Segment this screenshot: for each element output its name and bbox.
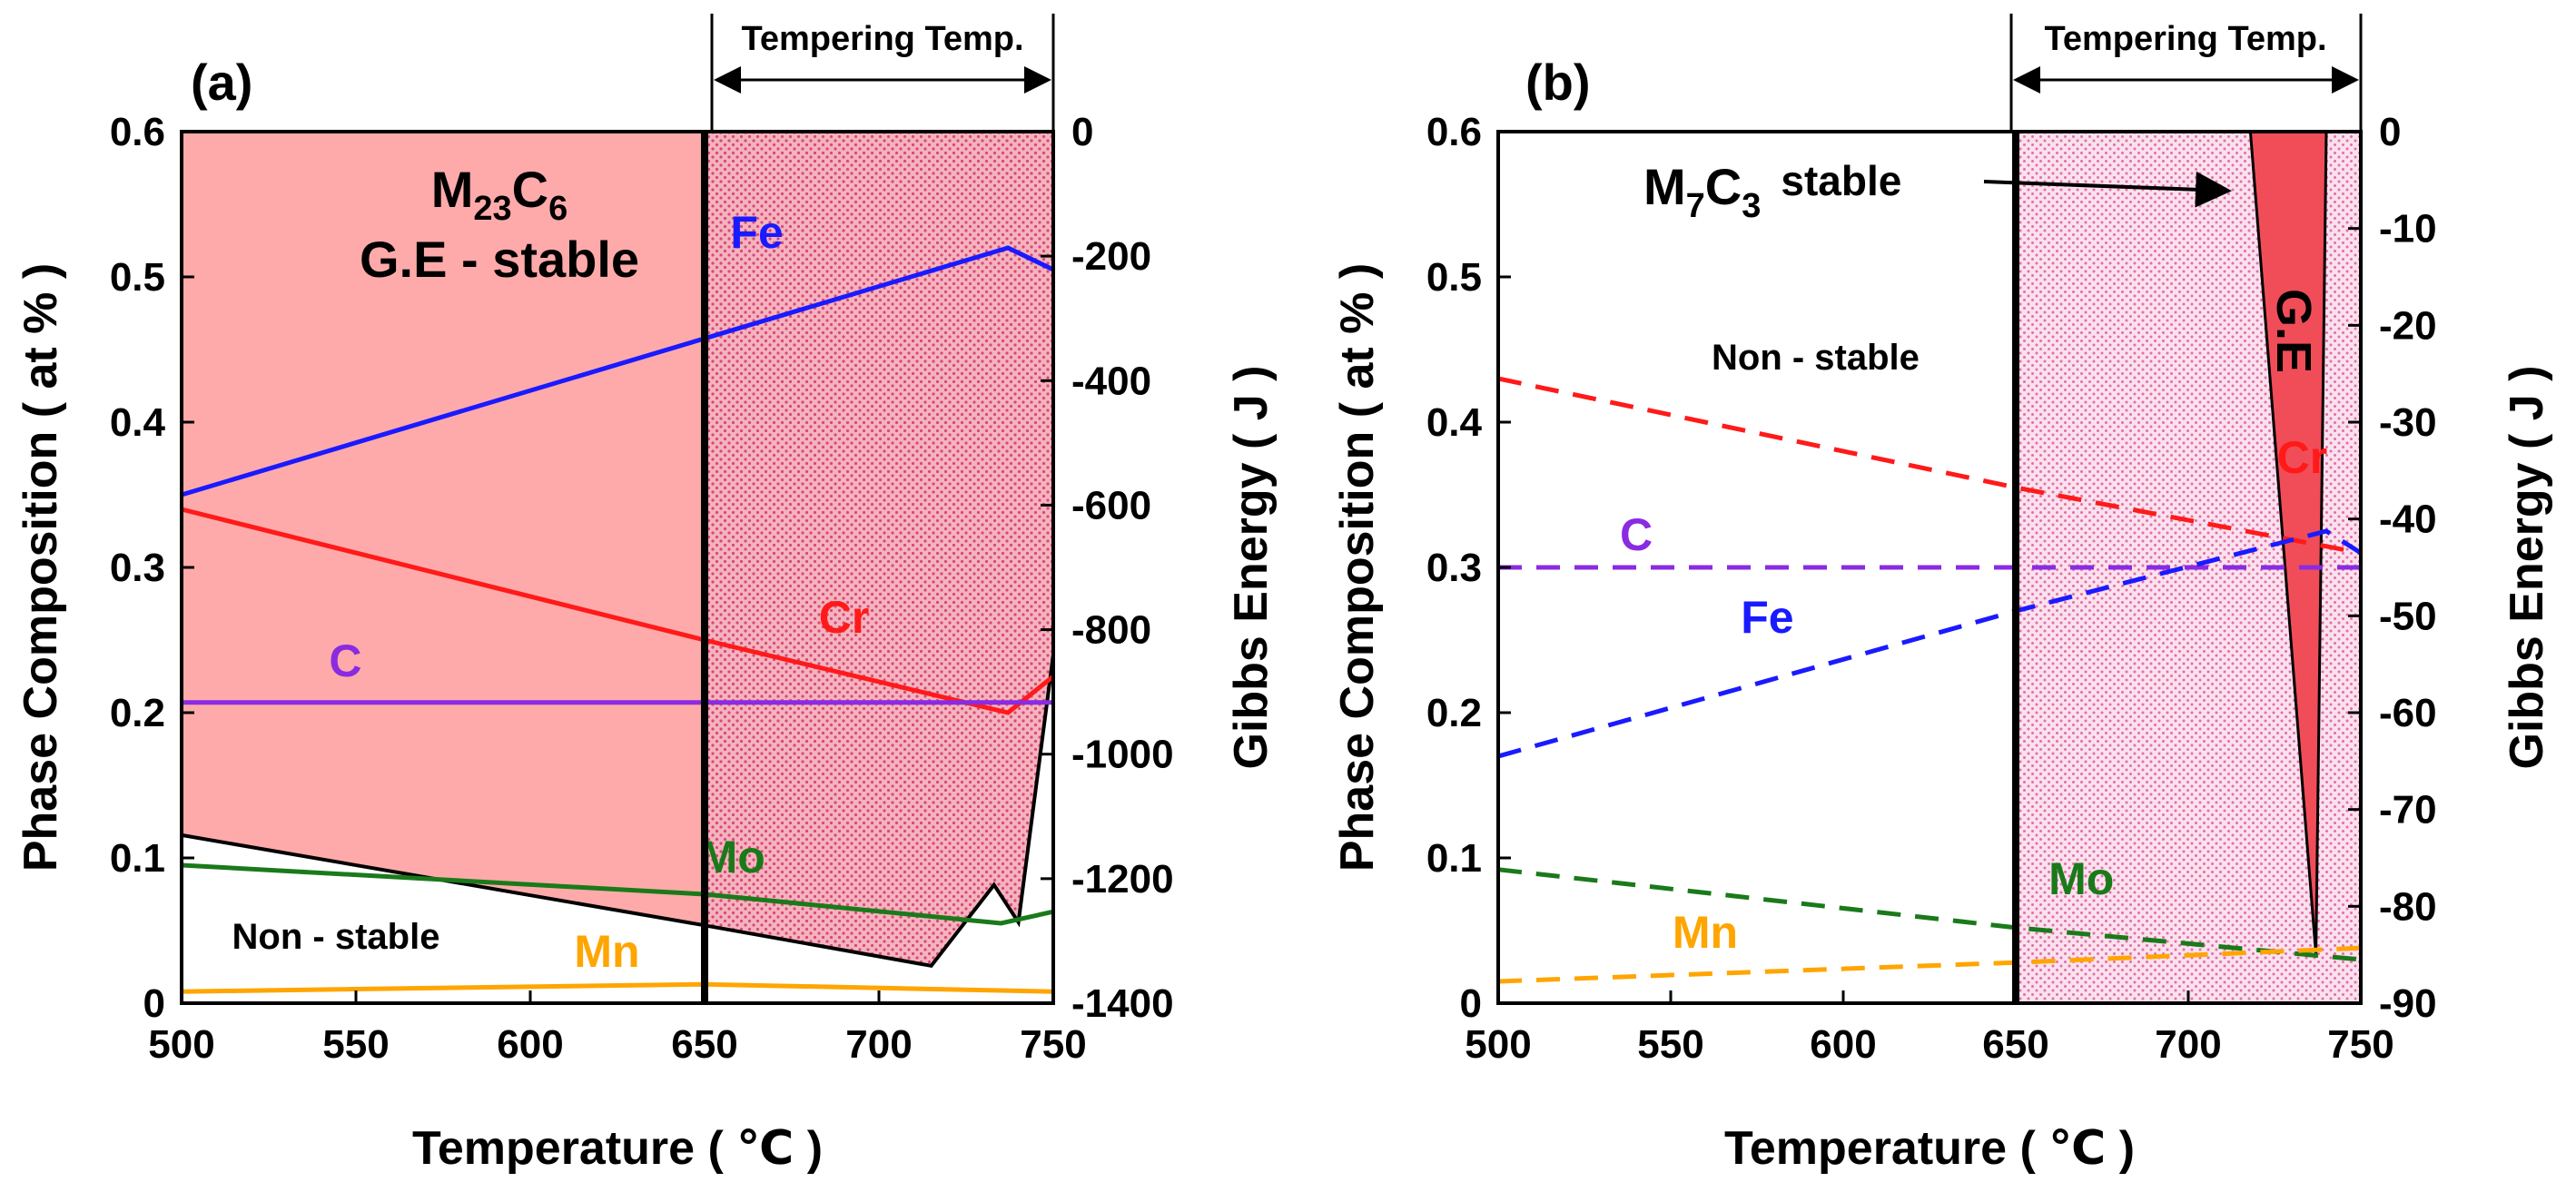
- series-line-mo: [1497, 867, 2362, 962]
- y2-tick-label: -40: [2379, 498, 2437, 542]
- stable-arrow: [1983, 171, 2232, 208]
- y-tick-label: 0.4: [110, 400, 166, 445]
- x-tick-label: 750: [1020, 1022, 1086, 1067]
- nonstable-label: Non - stable: [1712, 338, 1920, 378]
- y2-tick-label: -50: [2379, 594, 2437, 638]
- y-tick-label: 0.6: [110, 110, 165, 154]
- y2-tick-label: -600: [1071, 483, 1151, 527]
- y-tick-label: 0.4: [1426, 400, 1483, 445]
- series-line-fe: [181, 245, 1055, 498]
- series-label-fe: Fe: [730, 207, 783, 258]
- series-label-cr: Cr: [819, 592, 870, 643]
- x-tick-label: 650: [1982, 1022, 2048, 1067]
- x-tick-label: 500: [1465, 1022, 1531, 1067]
- y2-tick-label: -1400: [1071, 981, 1174, 1026]
- y2-tick-label: 0: [1071, 110, 1093, 154]
- x-tick-label: 550: [1637, 1022, 1703, 1067]
- series-line-fe: [1497, 528, 2363, 759]
- y-ticks: 0 0.1 0.2 0.3 0.4 0.5 0.6: [110, 110, 194, 1026]
- series-label-fe: Fe: [1741, 592, 1793, 643]
- x-ticks: 500 550 600 650 700 750: [148, 990, 1087, 1067]
- y-axis-label: Phase Composition ( at % ): [15, 263, 67, 872]
- stable-label-line2: G.E - stable: [360, 231, 639, 288]
- x-tick-label: 550: [322, 1022, 389, 1067]
- series-label-cr: Cr: [2277, 432, 2328, 483]
- y-ticks: 0 0.1 0.2 0.3 0.4 0.5 0.6: [1426, 110, 1511, 1026]
- panel-tag: (a): [191, 54, 252, 111]
- x-tick-label: 600: [1810, 1022, 1876, 1067]
- y2-tick-label: -80: [2379, 884, 2437, 929]
- series-label-mo: Mo: [2048, 853, 2114, 904]
- y-axis-label: Phase Composition ( at % ): [1331, 263, 1384, 872]
- series-line-cr: [1497, 376, 2362, 556]
- y2-tick-label: -400: [1071, 359, 1151, 403]
- nonstable-region: [182, 655, 1053, 1003]
- y-tick-label: 0.1: [1426, 836, 1482, 881]
- y-tick-label: 0.3: [110, 546, 165, 590]
- y2-ticks: 0 -10 -20 -30 -40 -50 -60 -70 -80 -90: [2348, 110, 2437, 1026]
- y2-tick-label: -90: [2379, 981, 2437, 1026]
- tempering-label: Tempering Temp.: [741, 20, 1023, 58]
- nonstable-label: Non - stable: [232, 917, 440, 957]
- x-axis-label: Temperature ( ℃ ): [412, 1122, 823, 1175]
- y2-tick-label: -10: [2379, 207, 2437, 251]
- series-label-c: C: [329, 635, 361, 686]
- series-label-mo: Mo: [700, 832, 765, 882]
- y-tick-label: 0.1: [110, 836, 165, 881]
- y2-tick-label: -1000: [1071, 733, 1174, 777]
- y2-axis-label: Gibbs Energy ( J ): [2501, 366, 2553, 770]
- tempering-region: [705, 132, 1053, 1003]
- y-tick-label: 0.2: [110, 691, 165, 735]
- x-tick-label: 600: [497, 1022, 563, 1067]
- stable-label: M23C6: [431, 161, 568, 228]
- x-ticks: 500 550 600 650 700 750: [1465, 990, 2394, 1067]
- x-tick-label: 700: [845, 1022, 912, 1067]
- tempering-label: Tempering Temp.: [2044, 20, 2326, 58]
- y2-tick-label: 0: [2379, 110, 2401, 154]
- y-tick-label: 0: [143, 981, 165, 1026]
- y2-tick-label: -60: [2379, 691, 2437, 735]
- gibbs-energy-line: [181, 654, 1055, 969]
- stable-label: M7C3stable: [1643, 157, 1901, 225]
- panel-tag: (b): [1525, 54, 1591, 111]
- y-tick-label: 0.6: [1426, 110, 1482, 154]
- series-label-mn: Mn: [1673, 907, 1738, 958]
- y-tick-label: 0: [1460, 981, 1482, 1026]
- series-line-mo: [181, 862, 1054, 926]
- y2-axis-label: Gibbs Energy ( J ): [1225, 366, 1278, 770]
- y2-tick-label: -800: [1071, 608, 1151, 653]
- x-tick-label: 700: [2155, 1022, 2221, 1067]
- y-tick-label: 0.5: [1426, 255, 1482, 300]
- y-tick-label: 0.3: [1426, 546, 1482, 590]
- series-labels: Cr C Fe Mo Mn: [1620, 432, 2327, 958]
- y2-tick-label: -30: [2379, 400, 2437, 445]
- series-labels: Fe Cr C Mo Mn: [329, 207, 869, 977]
- y-tick-label: 0.2: [1426, 691, 1482, 735]
- series-label-c: C: [1620, 509, 1653, 560]
- tempering-bracket: Tempering Temp.: [710, 14, 1055, 132]
- x-tick-label: 500: [148, 1022, 214, 1067]
- x-tick-label: 650: [671, 1022, 737, 1067]
- series-label-mn: Mn: [574, 926, 639, 977]
- y-tick-label: 0.5: [110, 255, 165, 300]
- x-axis-label: Temperature ( ℃ ): [1724, 1122, 2135, 1175]
- y2-ticks: 0 -200 -400 -600 -800 -1000 -1200 -1400: [1041, 110, 1174, 1026]
- y2-tick-label: -1200: [1071, 857, 1174, 902]
- y2-tick-label: -200: [1071, 234, 1151, 279]
- x-tick-label: 750: [2327, 1022, 2393, 1067]
- y2-tick-label: -20: [2379, 303, 2437, 348]
- ge-label: G.E: [2266, 289, 2321, 373]
- tempering-bracket: Tempering Temp.: [2009, 14, 2363, 132]
- y2-tick-label: -70: [2379, 788, 2437, 833]
- series-line-cr: [181, 507, 1055, 715]
